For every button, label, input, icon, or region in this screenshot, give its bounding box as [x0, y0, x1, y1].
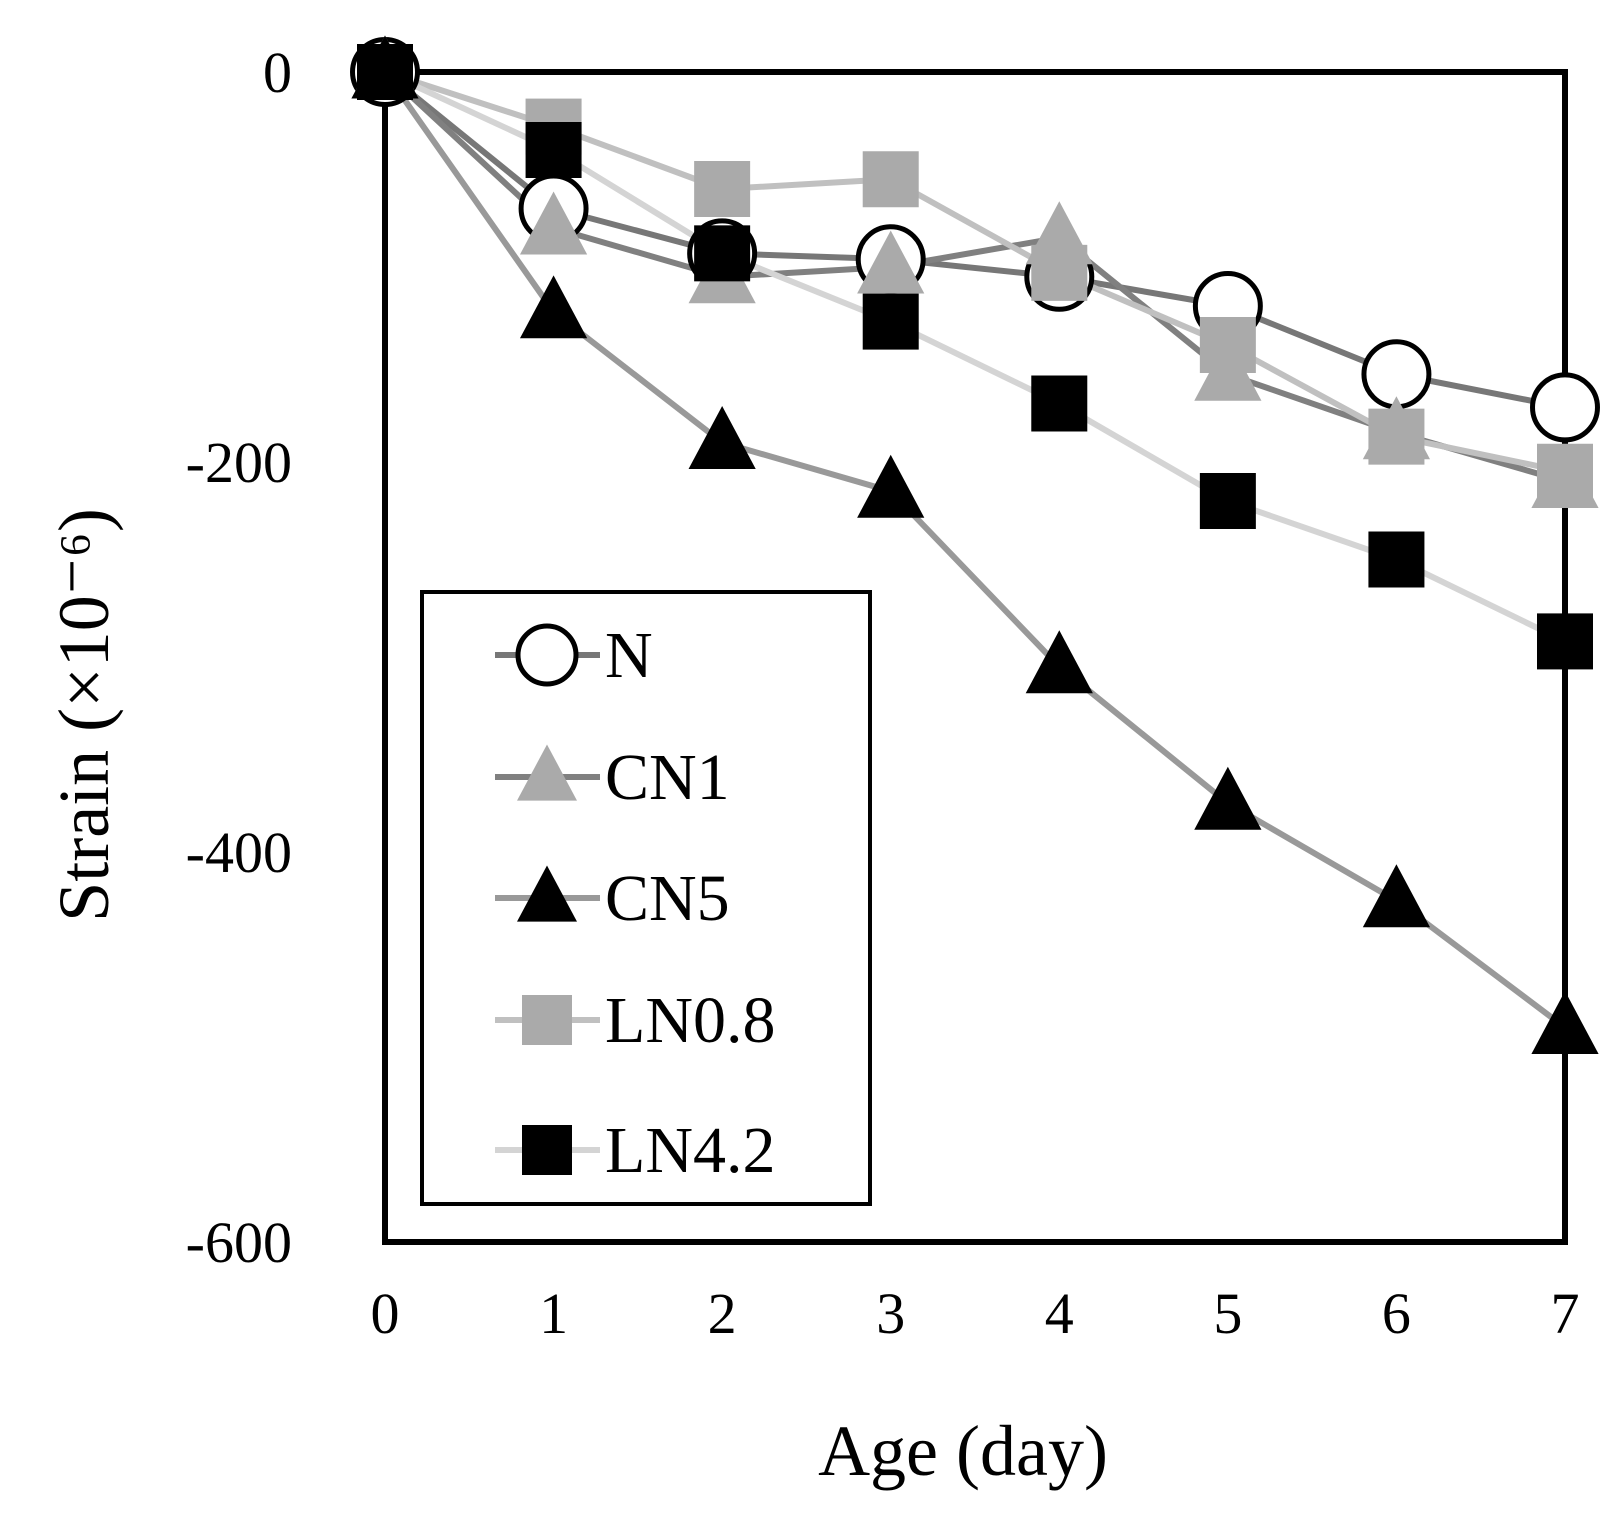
marker-cn5 [1025, 630, 1093, 694]
marker-ln4-2 [694, 225, 751, 282]
legend-label-cn5: CN5 [605, 862, 730, 935]
marker-ln4-2 [1199, 473, 1256, 529]
x-tick-label: 3 [876, 1281, 905, 1346]
legend-label-ln4-2: LN4.2 [605, 1114, 775, 1187]
legend-label-n: N [605, 619, 653, 692]
x-tick-label: 2 [708, 1281, 737, 1346]
marker-ln4-2 [357, 44, 413, 100]
y-axis-title: Strain (×10⁻⁶) [44, 508, 124, 922]
y-tick-labels: 0 -200 -400 -600 [186, 40, 292, 1275]
marker-ln0-8 [862, 151, 919, 208]
legend-marker-cn1 [517, 744, 577, 801]
x-tick-label: 1 [539, 1281, 568, 1346]
legend-label-ln0-8: LN0.8 [605, 984, 775, 1057]
marker-cn5 [519, 275, 588, 339]
x-tick-labels: 0 1 2 3 4 5 6 7 [371, 1281, 1580, 1346]
legend-marker-ln4-2 [522, 1125, 572, 1175]
marker-ln4-2 [1368, 531, 1425, 588]
marker-cn1 [857, 230, 925, 294]
marker-cn5 [1362, 864, 1431, 928]
y-tick-label: -200 [186, 430, 292, 495]
x-tick-label: 4 [1045, 1281, 1074, 1346]
marker-ln0-8 [1199, 317, 1256, 373]
marker-ln0-8 [1031, 244, 1088, 301]
marker-ln4-2 [1031, 375, 1088, 432]
marker-cn5 [1531, 991, 1599, 1054]
x-tick-label: 5 [1213, 1281, 1242, 1346]
marker-n [1530, 372, 1600, 443]
marker-cn1 [519, 191, 588, 255]
legend: N CN1 CN5 LN0.8 LN4.2 [420, 590, 872, 1206]
y-tick-label: 0 [263, 40, 292, 105]
legend-marker-n [515, 623, 579, 687]
legend-marker-ln0-8 [522, 995, 572, 1045]
series-line-ln4-2 [383, 69, 1567, 645]
marker-ln0-8 [1537, 443, 1593, 500]
marker-cn5 [857, 454, 925, 518]
marker-cn5 [688, 406, 756, 469]
x-tick-label: 0 [371, 1281, 400, 1346]
x-axis-title: Age (day) [818, 1411, 1108, 1491]
marker-ln0-8 [1368, 408, 1425, 465]
marker-ln4-2 [525, 122, 582, 178]
x-tick-label: 7 [1551, 1281, 1580, 1346]
x-tick-label: 6 [1382, 1281, 1411, 1346]
marker-ln0-8 [694, 161, 751, 217]
marker-cn5 [1194, 766, 1262, 830]
legend-marker-cn5 [517, 865, 577, 922]
series-line-ln0-8 [384, 69, 1566, 475]
y-tick-label: -400 [186, 820, 292, 885]
marker-ln4-2 [1537, 613, 1593, 670]
y-tick-label: -600 [186, 1210, 292, 1275]
series-markers [350, 35, 1600, 1054]
legend-label-cn1: CN1 [605, 741, 730, 814]
marker-ln4-2 [862, 293, 919, 350]
